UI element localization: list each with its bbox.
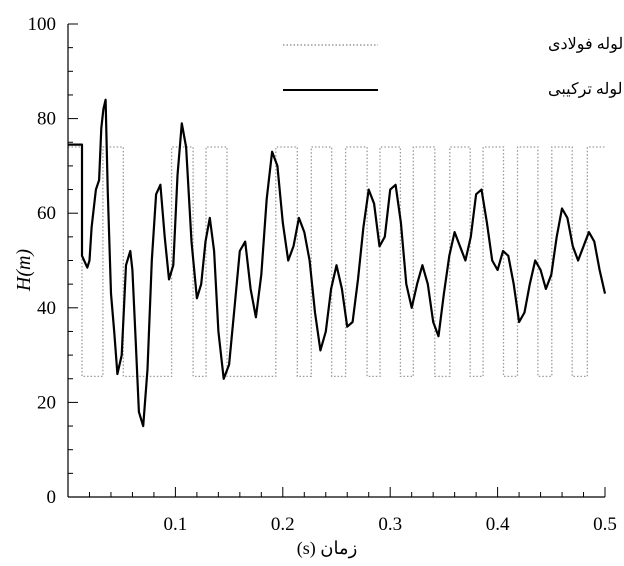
series-line-steel <box>68 146 605 378</box>
y-tick-label: 60 <box>37 203 56 224</box>
x-tick-label: 0.4 <box>486 514 510 535</box>
x-axis-title: زمان (s) <box>297 538 358 559</box>
y-tick-label: 80 <box>37 109 56 130</box>
y-tick-label: 100 <box>28 14 57 35</box>
x-tick-label: 0.2 <box>271 514 295 535</box>
y-tick-label: 20 <box>37 392 56 413</box>
y-tick-label: 40 <box>37 298 56 319</box>
steel-series-group <box>68 146 605 378</box>
y-axis-title: H(m) <box>13 249 35 293</box>
axes-group <box>67 23 606 498</box>
legend: خط لوله فولادی خط لوله ترکیبی <box>283 36 624 98</box>
x-tick-label: 0.3 <box>378 514 402 535</box>
x-tick-label: 0.1 <box>164 514 188 535</box>
legend-label-steel: خط لوله فولادی <box>548 36 624 53</box>
x-tick-label: 0.5 <box>593 514 617 535</box>
tick-labels-group: 0 20 40 60 80 100 0.1 0.2 0.3 0.4 0.5 <box>28 14 617 535</box>
composite-series-group <box>68 98 607 428</box>
series-line-composite <box>68 98 607 428</box>
legend-label-composite: خط لوله ترکیبی <box>548 81 624 98</box>
y-tick-label: 0 <box>47 487 57 508</box>
